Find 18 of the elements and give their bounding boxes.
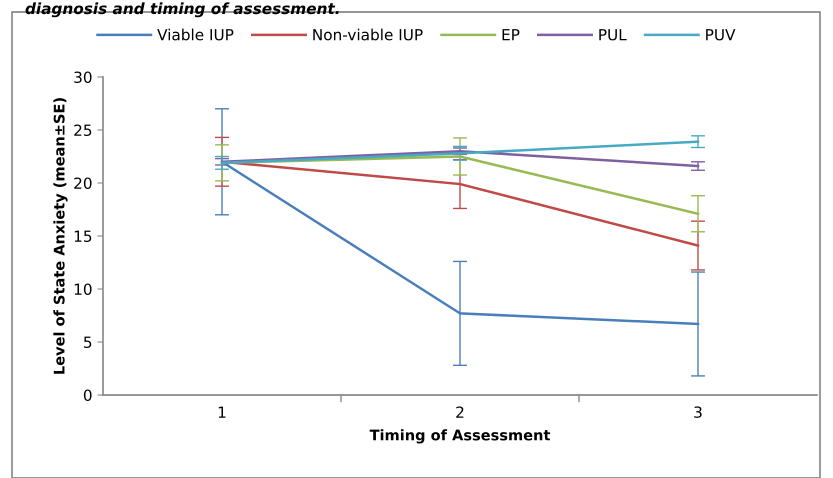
y-tick-label: 10 [74, 283, 92, 296]
y-axis-title: Level of State Anxiety (mean±SE) [53, 98, 68, 374]
x-axis-title: Timing of Assessment [370, 429, 550, 444]
y-tick-label: 0 [84, 389, 92, 402]
x-tick-label: 3 [694, 406, 702, 418]
y-tick-label: 25 [74, 124, 92, 136]
x-tick-label: 1 [218, 406, 226, 418]
legend-label: Viable IUP [157, 28, 234, 40]
y-tick-label: 30 [74, 71, 92, 84]
y-tick-label: 15 [74, 230, 92, 242]
y-tick-label: 5 [84, 336, 92, 348]
legend-label: PUV [706, 29, 736, 40]
chart-title: diagnosis and timing of assessment. [26, 2, 339, 18]
legend-label: EP [502, 29, 520, 40]
legend-label: Non-viable IUP [313, 28, 423, 40]
x-tick-label: 2 [456, 406, 464, 418]
y-tick-label: 20 [74, 177, 92, 190]
legend-label: PUL [599, 29, 627, 40]
